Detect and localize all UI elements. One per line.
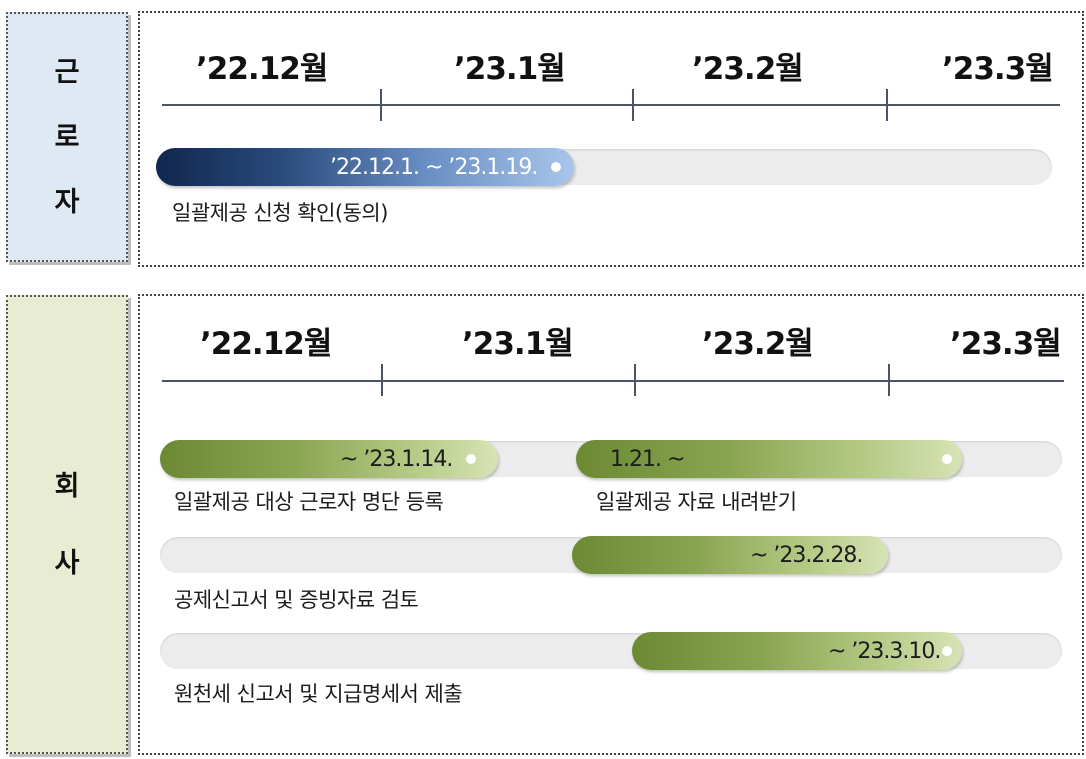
task-label: 일괄제공 신청 확인(동의) xyxy=(172,201,388,225)
month-label-jan: ’23.1월 xyxy=(462,326,574,362)
period-bar-text: ~ ’23.1.14. xyxy=(340,446,453,472)
month-divider-tick xyxy=(632,89,634,121)
task-label: 일괄제공 자료 내려받기 xyxy=(596,490,797,514)
worker-label-char: 로 xyxy=(54,121,80,153)
month-label-mar: ’23.3월 xyxy=(950,326,1062,362)
period-bar-download: 1.21. ~ xyxy=(576,440,962,478)
month-label-feb: ’23.2월 xyxy=(702,326,814,362)
task-label: 일괄제공 대상 근로자 명단 등록 xyxy=(174,490,444,514)
period-bar-review: ~ ’23.2.28. xyxy=(572,536,888,574)
period-bar-text: ~ ’23.2.28. xyxy=(750,542,863,568)
worker-section-label: 근 로 자 xyxy=(6,12,128,262)
company-section-label: 회 사 xyxy=(6,295,128,754)
month-divider-tick xyxy=(888,364,890,396)
month-label-dec: ’22.12월 xyxy=(200,326,332,362)
month-label-feb: ’23.2월 xyxy=(692,51,804,87)
timeline-axis xyxy=(162,380,1064,382)
bar-end-dot xyxy=(466,454,476,464)
month-label-mar: ’23.3월 xyxy=(942,51,1054,87)
period-bar-submit: ~ ’23.3.10. xyxy=(632,632,962,670)
company-label-char: 사 xyxy=(54,547,80,579)
period-bar-text: 1.21. ~ xyxy=(610,446,685,472)
month-divider-tick xyxy=(380,89,382,121)
month-divider-tick xyxy=(381,364,383,396)
period-bar-register: ~ ’23.1.14. xyxy=(160,440,498,478)
bar-end-dot xyxy=(942,646,952,656)
company-label-char: 회 xyxy=(54,470,80,502)
worker-label-char: 자 xyxy=(54,186,80,218)
month-label-jan: ’23.1월 xyxy=(454,51,566,87)
timeline-axis xyxy=(162,104,1060,106)
task-label: 공제신고서 및 증빙자료 검토 xyxy=(174,588,419,612)
period-bar-text: ~ ’23.3.10. xyxy=(828,638,941,664)
bar-end-dot xyxy=(942,454,952,464)
month-divider-tick xyxy=(634,364,636,396)
worker-timeline-panel: ’22.12월 ’23.1월 ’23.2월 ’23.3월 ’22.12.1. ~… xyxy=(138,11,1084,267)
month-label-dec: ’22.12월 xyxy=(196,51,328,87)
period-bar-consent: ’22.12.1. ~ ’23.1.19. xyxy=(156,148,574,186)
task-label: 원천세 신고서 및 지급명세서 제출 xyxy=(174,682,463,706)
bar-end-dot xyxy=(551,162,561,172)
period-bar-text: ’22.12.1. ~ ’23.1.19. xyxy=(330,154,538,180)
month-divider-tick xyxy=(886,89,888,121)
company-timeline-panel: ’22.12월 ’23.1월 ’23.2월 ’23.3월 ~ ’23.1.14.… xyxy=(138,294,1084,755)
worker-label-char: 근 xyxy=(54,56,80,88)
